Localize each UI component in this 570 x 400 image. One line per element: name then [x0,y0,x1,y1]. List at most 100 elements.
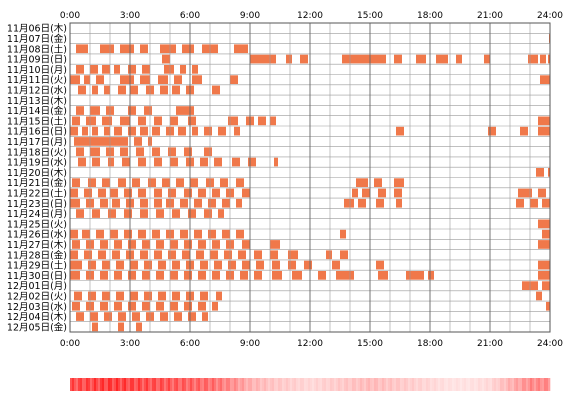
activity-bar [70,126,78,136]
activity-bar [138,188,146,198]
density-cell [102,378,105,391]
density-cell [354,378,357,391]
density-cell [396,378,399,391]
activity-bar [394,178,404,187]
activity-bar [174,312,182,321]
activity-bar [76,209,84,218]
activity-bars [70,34,550,332]
density-cell [246,378,249,391]
activity-bar [376,260,384,270]
activity-bar [128,65,136,74]
activity-bar [212,188,220,198]
density-cell [352,378,355,391]
density-cell [330,378,333,391]
activity-bar [238,250,246,260]
activity-bar [184,240,192,249]
activity-bar [208,229,216,239]
density-cell [450,378,453,391]
activity-bar [128,301,136,311]
activity-bar [236,178,244,187]
density-cell [394,378,397,391]
density-cell [436,378,439,391]
density-cell [298,378,301,391]
x-tick-label-top: 3:00 [120,11,140,21]
density-cell [300,378,303,391]
activity-bar [182,250,190,260]
density-cell [100,378,103,391]
density-cell [126,378,129,391]
activity-bar [160,44,176,54]
activity-bar [548,168,550,177]
activity-bar [188,312,196,321]
activity-bar [258,116,266,126]
density-cell [376,378,379,391]
activity-bar [170,157,178,167]
density-cell [198,378,201,391]
density-cell [340,378,343,391]
activity-bar [224,250,232,260]
activity-bar [340,250,348,260]
activity-bar [192,65,198,74]
activity-bar [172,260,180,270]
activity-bar [536,168,544,177]
density-cell [184,378,187,391]
activity-bar [170,271,178,280]
density-cell [328,378,331,391]
activity-bar [70,229,78,239]
density-cell [500,378,503,391]
density-cell [122,378,125,391]
density-cell [294,378,297,391]
density-cell [384,378,387,391]
y-axis-day-labels: 11月06日(木)11月07日(金)11月08日(土)11月09日(日)11月1… [7,23,67,334]
activity-bar [76,147,84,157]
density-cell [258,378,261,391]
activity-bar [114,65,120,74]
density-cell [162,378,165,391]
activity-bar [114,126,122,136]
activity-bar [210,250,218,260]
density-cell [488,378,491,391]
density-cell [540,378,543,391]
activity-bar [90,106,100,115]
activity-bar [92,126,98,136]
activity-bar [138,116,146,126]
density-cell [92,378,95,391]
density-cell [284,378,287,391]
activity-bar [518,188,532,198]
activity-bar [144,106,152,115]
density-cell [402,378,405,391]
activity-bar [102,291,110,301]
activity-bar [542,281,550,290]
density-cell [508,378,511,391]
day-label: 11月28日(金) [7,249,67,261]
activity-bar [484,54,490,64]
activity-bar [72,240,80,249]
density-cell [462,378,465,391]
activity-bar [100,44,114,54]
density-cell [276,378,279,391]
day-label: 11月20日(木) [7,167,67,179]
grid [69,22,551,333]
activity-bar [144,291,152,301]
activity-bar [114,240,122,249]
activity-bar [428,271,434,280]
density-cell [256,378,259,391]
density-cell [458,378,461,391]
density-cell [244,378,247,391]
density-cell [312,378,315,391]
day-label: 11月24日(月) [7,209,67,220]
activity-bar [130,291,138,301]
activity-bar [250,54,276,64]
activity-bar [374,178,382,187]
density-cell [130,378,133,391]
density-cell [236,378,239,391]
activity-bar [304,260,312,270]
activity-bar [242,260,250,270]
activity-bar [112,198,120,208]
density-cell [150,378,153,391]
density-cell [452,378,455,391]
activity-bar [242,240,250,249]
density-cell [314,378,317,391]
density-cell [382,378,385,391]
activity-bar [168,147,176,157]
